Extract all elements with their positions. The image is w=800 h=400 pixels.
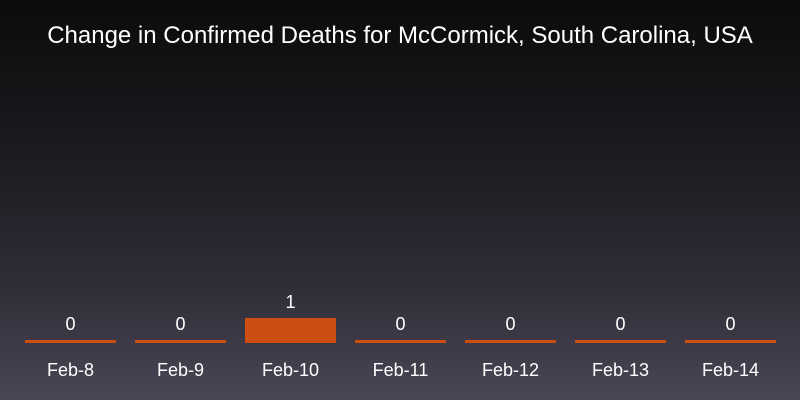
bar-Feb-12 — [465, 340, 556, 343]
bars-group: 0 Feb-8 0 Feb-9 1 Feb-10 0 Feb-11 0 Feb-12 0 Feb-13… — [25, 292, 776, 380]
bar-Feb-8 — [25, 340, 116, 343]
value-label-Feb-12: 0 — [505, 314, 515, 334]
x-tick-label-Feb-12: Feb-12 — [482, 360, 539, 380]
value-label-Feb-11: 0 — [395, 314, 405, 334]
bar-Feb-13 — [575, 340, 666, 343]
bar-Feb-14 — [685, 340, 776, 343]
x-tick-label-Feb-14: Feb-14 — [702, 360, 759, 380]
x-tick-label-Feb-8: Feb-8 — [47, 360, 94, 380]
bar-Feb-9 — [135, 340, 226, 343]
bar-Feb-11 — [355, 340, 446, 343]
value-label-Feb-10: 1 — [285, 292, 295, 312]
x-tick-label-Feb-13: Feb-13 — [592, 360, 649, 380]
value-label-Feb-13: 0 — [615, 314, 625, 334]
x-tick-label-Feb-10: Feb-10 — [262, 360, 319, 380]
chart-title: Change in Confirmed Deaths for McCormick… — [47, 22, 753, 49]
x-tick-label-Feb-9: Feb-9 — [157, 360, 204, 380]
bar-Feb-10 — [245, 318, 336, 343]
value-label-Feb-9: 0 — [175, 314, 185, 334]
value-label-Feb-8: 0 — [65, 314, 75, 334]
value-label-Feb-14: 0 — [725, 314, 735, 334]
x-tick-label-Feb-11: Feb-11 — [373, 360, 429, 380]
